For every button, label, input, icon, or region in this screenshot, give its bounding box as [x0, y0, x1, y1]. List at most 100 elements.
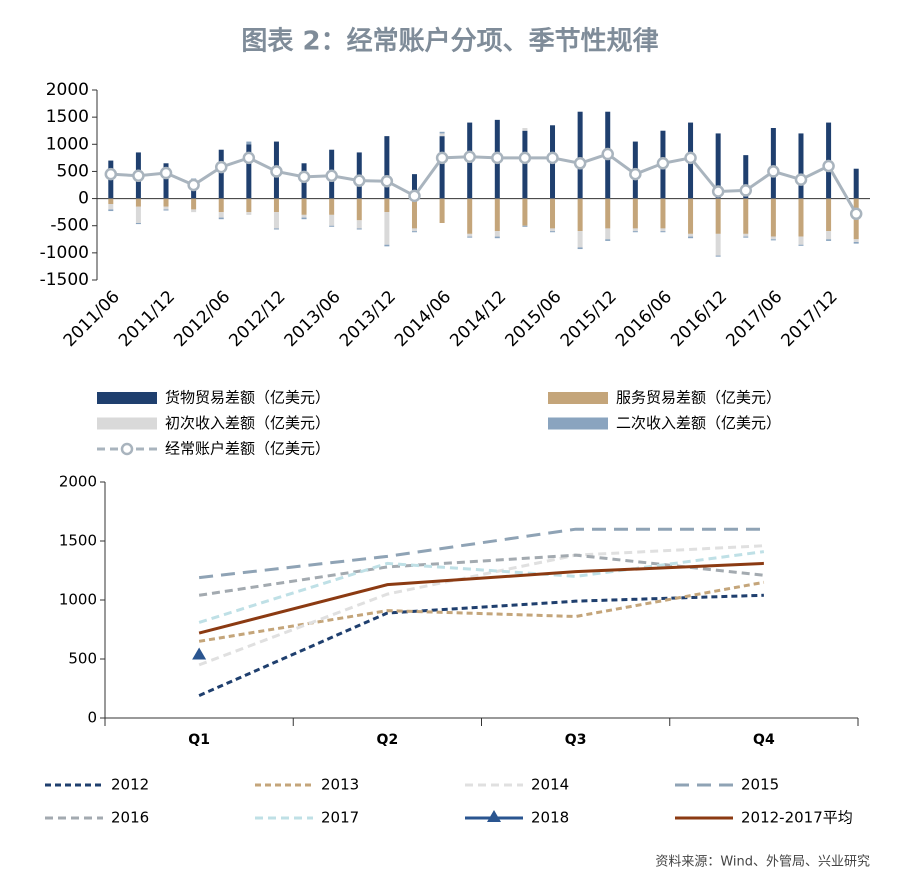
y-tick-label: 1500	[46, 107, 89, 127]
line-marker	[353, 174, 366, 187]
bar-segment	[163, 198, 169, 207]
line-marker	[573, 157, 587, 170]
bar-segment	[770, 239, 776, 241]
bar-segment	[108, 209, 114, 212]
bar-segment	[770, 236, 776, 240]
y-tick-label: 0	[78, 189, 89, 209]
bar-segment	[329, 198, 335, 215]
bar-segment	[660, 231, 666, 233]
bar-segment	[550, 198, 556, 229]
bar-segment	[273, 212, 279, 229]
chart-title: 图表 2：经常账户分项、季节性规律	[241, 26, 658, 57]
bar-segment	[411, 198, 417, 229]
line-marker	[684, 151, 697, 165]
bar-segment	[467, 198, 473, 234]
bar-segment	[826, 198, 832, 232]
line-marker	[629, 167, 642, 181]
bar-segment	[715, 255, 721, 257]
bar-segment	[715, 198, 721, 234]
bar-segment	[550, 228, 556, 232]
bar-segment	[301, 217, 307, 220]
x-tick-label: 2012/12	[225, 287, 289, 351]
bar-segment	[798, 236, 804, 245]
bar-segment	[384, 198, 390, 213]
legend-swatch	[548, 392, 608, 404]
bar-segment	[273, 228, 279, 230]
bar-segment	[108, 204, 114, 210]
bar-segment	[246, 212, 252, 215]
y-tick-label: 500	[57, 161, 89, 181]
line-marker	[601, 147, 614, 161]
line-marker	[849, 207, 863, 221]
series-line	[198, 550, 765, 624]
bar-segment	[494, 198, 500, 232]
line-marker	[325, 169, 338, 183]
series-line	[198, 580, 765, 643]
series-line	[198, 561, 764, 635]
bar-segment	[715, 233, 721, 256]
line-marker	[546, 151, 559, 165]
bar-segment	[770, 128, 776, 199]
x-tick-label: 2016/12	[667, 287, 731, 351]
bar-segment	[743, 236, 749, 238]
bar-segment	[135, 223, 141, 225]
bar-segment	[218, 217, 224, 220]
bar-segment	[356, 198, 362, 221]
legend-label: 2018	[531, 809, 569, 827]
x-tick-label: 2015/12	[557, 287, 621, 351]
line-marker	[656, 157, 670, 170]
bar-segment	[301, 198, 307, 215]
y-tick-label: 1500	[59, 532, 97, 550]
bar-segment	[273, 198, 279, 213]
series-line	[110, 152, 858, 215]
bar-segment	[494, 231, 500, 237]
bar-segment	[411, 231, 417, 233]
bar-segment	[163, 209, 169, 211]
bar-segment	[632, 228, 638, 232]
line-marker	[767, 165, 780, 178]
bar-segment	[329, 225, 335, 227]
legend-label: 初次收入差额（亿美元）	[165, 414, 330, 432]
bar-segment	[246, 141, 252, 145]
bar-segment	[135, 206, 141, 223]
bar-segment	[522, 130, 528, 199]
bar-segment	[384, 212, 390, 245]
x-tick-label: 2016/06	[612, 287, 676, 351]
bar-segment	[743, 155, 749, 199]
bar-segment	[218, 149, 224, 199]
bar-segment	[798, 198, 804, 237]
bar-segment	[853, 168, 859, 199]
y-tick-label: 500	[68, 650, 97, 668]
line-marker	[187, 178, 200, 192]
bar-segment	[688, 236, 694, 239]
bar-segment	[522, 198, 528, 226]
bar-segment	[467, 233, 473, 237]
bar-segment	[108, 198, 114, 204]
y-tick-label: -1500	[40, 270, 89, 290]
bar-segment	[439, 198, 445, 223]
bar-segment	[522, 128, 528, 131]
line-marker	[159, 166, 173, 180]
line-marker	[435, 151, 449, 165]
legend-label: 2013	[321, 776, 359, 794]
series-line	[198, 544, 764, 667]
bar-segment	[218, 198, 224, 213]
line-marker	[491, 151, 504, 165]
bar-segment	[246, 144, 252, 199]
x-tick-label: 2014/06	[391, 287, 455, 351]
bar-segment	[467, 236, 473, 238]
triangle-marker	[192, 647, 207, 660]
bar-segment	[439, 136, 445, 199]
bar-segment	[688, 198, 694, 234]
x-tick-label: 2017/06	[722, 287, 786, 351]
legend-label: 2015	[741, 776, 779, 794]
bar-segment	[494, 236, 500, 239]
y-tick-label: 1000	[59, 591, 97, 609]
x-tick-label: 2013/12	[336, 287, 400, 351]
bar-segment	[384, 244, 390, 247]
bar-segment	[715, 133, 721, 199]
y-tick-label: 0	[87, 709, 97, 727]
y-tick-label: 2000	[46, 80, 89, 100]
bar-segment	[411, 174, 417, 199]
y-tick-label: 2000	[59, 473, 97, 491]
